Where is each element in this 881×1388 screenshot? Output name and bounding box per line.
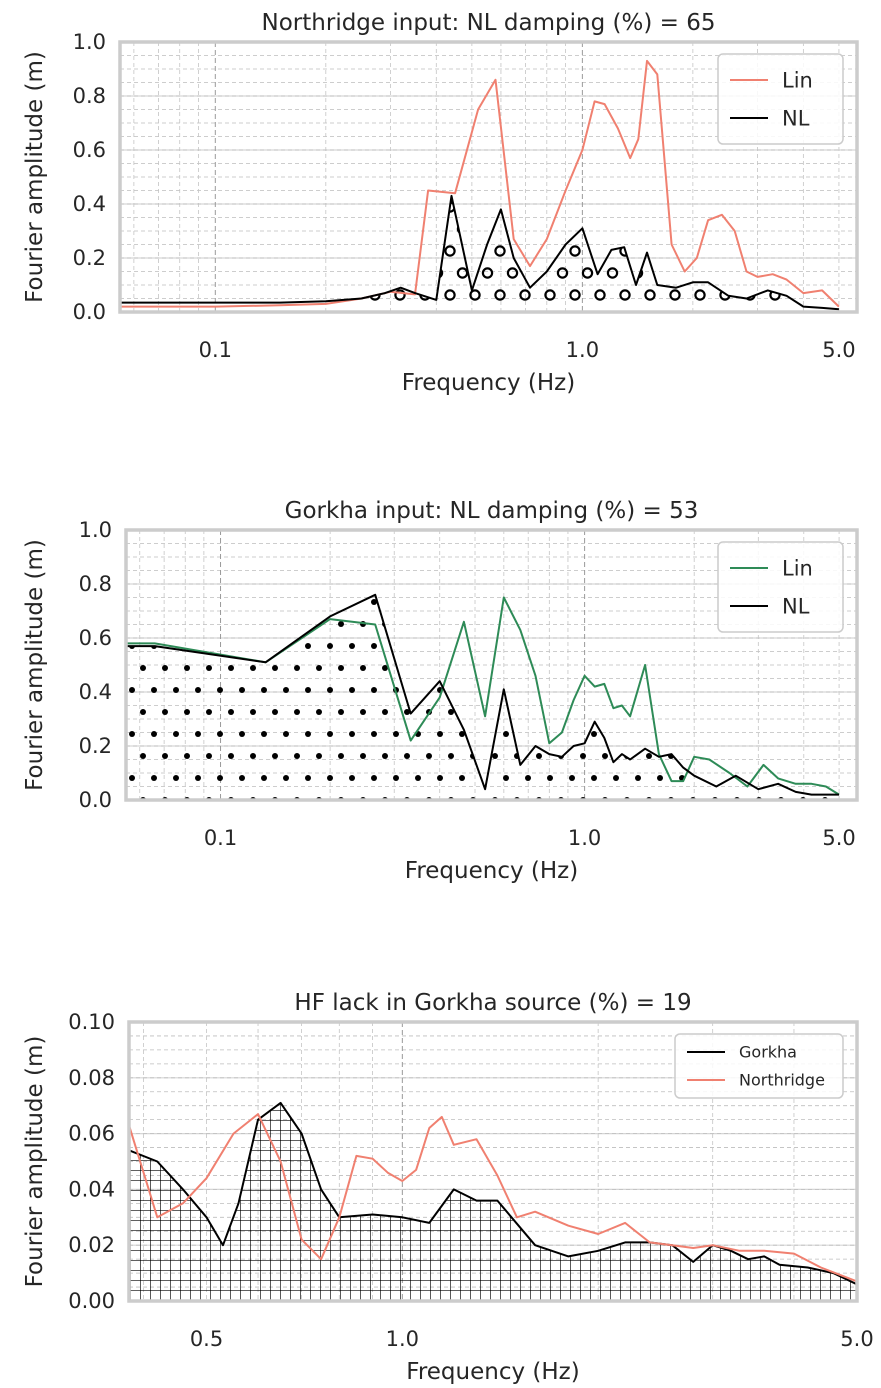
y-tick-label: 0.00 [68, 1289, 115, 1313]
legend-entry-nl: NL [782, 594, 810, 618]
y-tick-label: 1.0 [73, 30, 106, 54]
hatched-fill-nl [120, 195, 839, 312]
axes-frame [118, 40, 859, 314]
y-tick-label: 0.0 [79, 788, 112, 812]
legend-entry-lin: Lin [782, 556, 813, 580]
legend: Lin NL [717, 541, 844, 633]
y-tick-label: 0.4 [73, 192, 106, 216]
legend-entry-northridge: Northridge [739, 1071, 825, 1090]
x-tick-label: 5.0 [840, 1327, 873, 1351]
x-tick-label: 0.5 [190, 1327, 223, 1351]
y-tick-label: 0.8 [79, 572, 112, 596]
y-axis-label: Fourier amplitude (m) [22, 51, 48, 303]
x-tick-label: 5.0 [822, 338, 855, 362]
legend: Gorkha Northridge [674, 1033, 844, 1099]
y-tick-label: 0.04 [68, 1177, 115, 1201]
legend-box [717, 53, 844, 145]
y-tick-label: 0.2 [79, 734, 112, 758]
series-line-lin [120, 59, 840, 308]
series-line-lin [126, 596, 840, 796]
axes-frame [124, 528, 859, 802]
series-line-nl [126, 593, 840, 796]
x-tick-label: 5.0 [822, 826, 855, 850]
series-line-gorkha [129, 1101, 857, 1286]
legend-box [717, 541, 844, 633]
x-tick-label: 1.0 [566, 338, 599, 362]
series-line-northridge [129, 1113, 857, 1283]
series-line-nl [120, 194, 839, 311]
y-tick-label: 0.0 [73, 300, 106, 324]
chart-title: HF lack in Gorkha source (%) = 19 [294, 990, 691, 1016]
chart-title: Northridge input: NL damping (%) = 65 [262, 10, 716, 36]
y-tick-label: 0.6 [79, 626, 112, 650]
x-axis-label: Frequency (Hz) [402, 370, 575, 396]
legend: Lin NL [717, 53, 844, 145]
x-axis-label: Frequency (Hz) [406, 1359, 579, 1385]
legend-box [674, 1033, 844, 1099]
y-axis-label: Fourier amplitude (m) [22, 539, 48, 791]
y-tick-label: 0.06 [68, 1122, 115, 1146]
y-tick-label: 0.8 [73, 84, 106, 108]
x-tick-label: 1.0 [386, 1327, 419, 1351]
x-axis-label: Frequency (Hz) [405, 858, 578, 884]
hatched-fill-gorkha [129, 1102, 857, 1301]
x-tick-label: 0.1 [204, 826, 237, 850]
axes-frame [127, 1020, 859, 1303]
legend-entry-lin: Lin [782, 68, 813, 92]
hatched-fill-nl [126, 594, 840, 800]
legend-entry-gorkha: Gorkha [739, 1043, 797, 1062]
y-tick-label: 0.4 [79, 680, 112, 704]
x-tick-label: 1.0 [568, 826, 601, 850]
x-tick-label: 0.1 [199, 338, 232, 362]
chart-1: Northridge input: NL damping (%) = 65 0.0… [22, 10, 859, 396]
y-tick-label: 0.10 [68, 1010, 115, 1034]
chart-2: Gorkha input: NL damping (%) = 53 0.0 0.2 0… [22, 498, 859, 884]
y-tick-label: 0.02 [68, 1233, 115, 1257]
y-tick-label: 1.0 [79, 518, 112, 542]
chart-title: Gorkha input: NL damping (%) = 53 [285, 498, 699, 524]
y-axis-label: Fourier amplitude (m) [22, 1036, 48, 1288]
chart-3: HF lack in Gorkha source (%) = 19 0.00 0.0… [22, 990, 874, 1385]
y-tick-label: 0.6 [73, 138, 106, 162]
y-tick-label: 0.2 [73, 246, 106, 270]
y-tick-label: 0.08 [68, 1066, 115, 1090]
legend-entry-nl: NL [782, 106, 810, 130]
